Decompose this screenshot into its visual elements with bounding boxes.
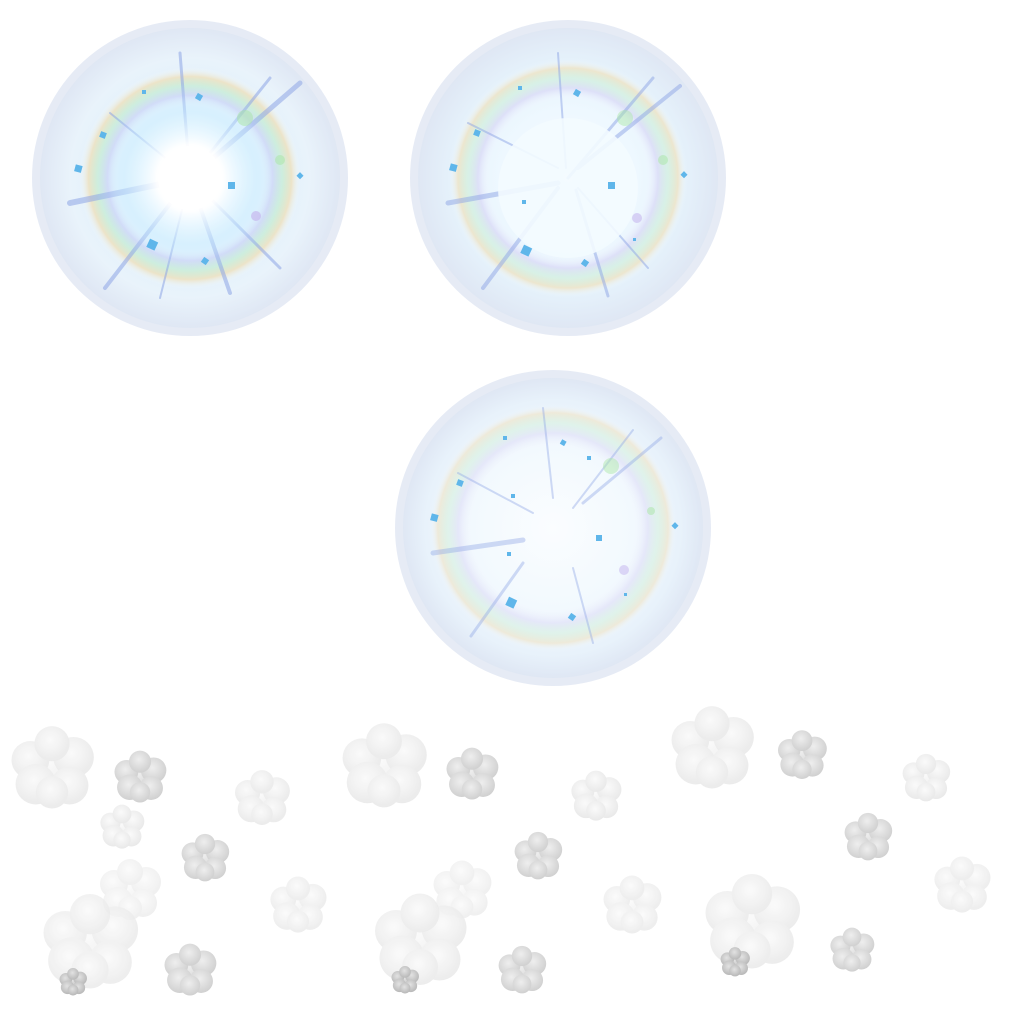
smoke-puff [270,876,327,933]
smoke-puff [705,873,801,969]
smoke-puff [830,927,875,972]
smoke-puff [671,706,754,789]
smoke-puff [114,750,167,803]
smoke-puff [571,770,622,821]
smoke-puff [446,747,499,800]
smoke-puff [514,831,563,880]
smoke-puff [342,723,427,808]
smoke-puff [778,730,827,779]
smoke-puff [498,945,547,994]
smoke-puff [100,804,145,849]
smoke-puff [934,856,991,913]
smoke-puff [902,753,951,802]
burst-frame-3 [393,368,713,688]
smoke-puff [235,770,290,825]
burst-frame-2 [408,18,728,338]
smoke-puff [11,726,94,809]
smoke-puff [181,833,230,882]
smoke-puff [603,875,662,934]
burst-frame-1 [30,18,350,338]
smoke-puff [844,812,893,861]
smoke-puff-sheet [0,700,1024,1024]
smoke-puff [164,943,217,996]
